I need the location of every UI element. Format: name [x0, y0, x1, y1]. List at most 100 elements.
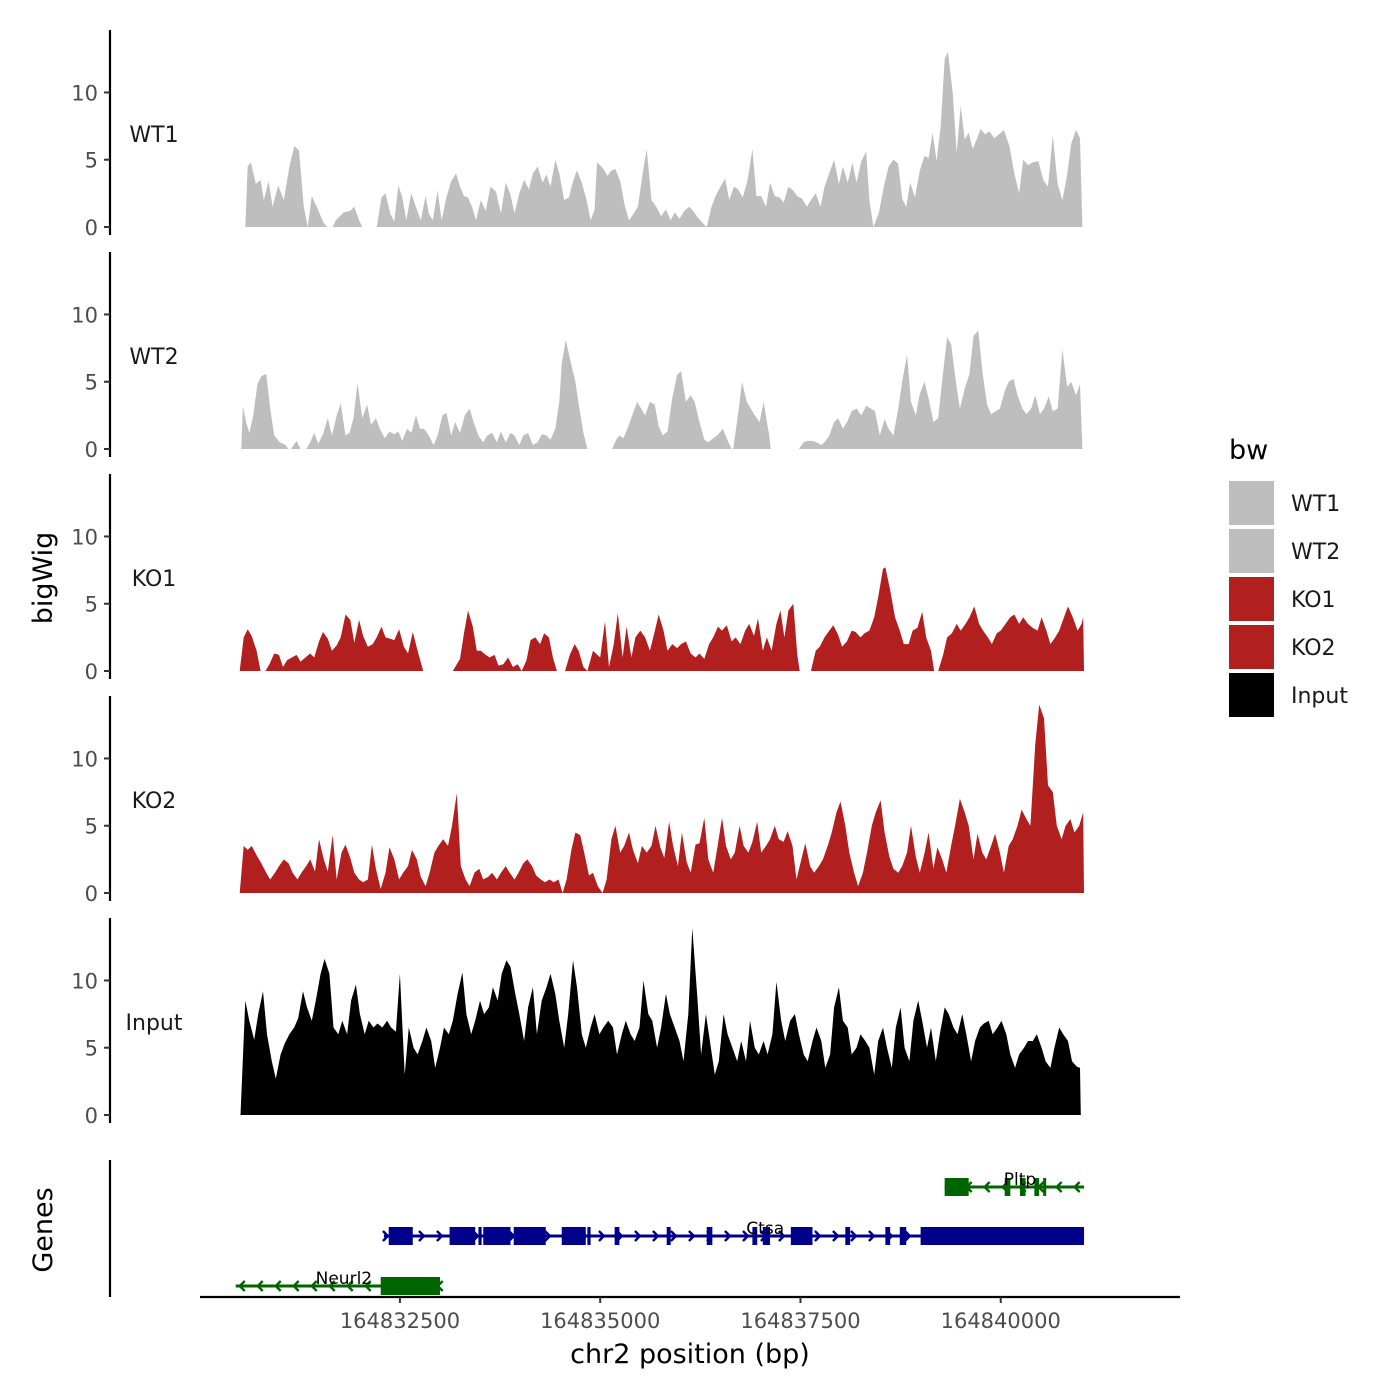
legend-label: Input	[1291, 684, 1348, 709]
gene-ctsa: Ctsa	[382, 1219, 1085, 1245]
y-tick-label: 5	[85, 371, 98, 395]
exon	[561, 1227, 586, 1245]
gene-label: Neurl2	[316, 1269, 372, 1289]
legend: bw WT1 WT2 KO1 KO2 Input	[1229, 435, 1348, 717]
exon	[587, 1227, 591, 1245]
legend-swatch	[1229, 577, 1274, 621]
exon	[790, 1227, 813, 1245]
strand-arrow	[436, 1230, 444, 1242]
strand-arrow	[544, 1230, 552, 1242]
strand-arrow	[688, 1230, 696, 1242]
track-label: KO2	[132, 789, 177, 814]
strand-arrow	[670, 1230, 678, 1242]
strand-arrow	[328, 1280, 336, 1292]
exon	[920, 1227, 1085, 1245]
exon	[380, 1277, 440, 1295]
track-input: 0 5 10 Input	[71, 918, 1081, 1128]
y-tick-label: 0	[85, 438, 98, 462]
legend-swatch	[1229, 481, 1274, 525]
strand-arrow	[310, 1280, 318, 1292]
strand-arrow	[982, 1181, 991, 1193]
x-tick-label: 164835000	[540, 1309, 660, 1333]
y-tick-label: 5	[85, 815, 98, 839]
track-wt2: 0 5 10 WT2	[71, 252, 1083, 462]
strand-arrow	[724, 1230, 732, 1242]
legend-swatch	[1229, 673, 1274, 717]
y-tick-label: 10	[71, 525, 98, 549]
y-tick-label: 0	[85, 1104, 98, 1128]
exon	[1034, 1178, 1040, 1196]
y-tick-label: 5	[85, 149, 98, 173]
legend-label: WT1	[1291, 492, 1340, 517]
gene-pltp: Pltp	[944, 1170, 1085, 1196]
y-tick-label: 5	[85, 593, 98, 617]
strand-arrow	[868, 1230, 876, 1242]
exon	[762, 1227, 771, 1245]
legend-entry-ko1: KO1	[1229, 577, 1336, 621]
exon	[944, 1178, 969, 1196]
exon	[483, 1227, 511, 1245]
gene-neurl2: Neurl2	[235, 1269, 444, 1295]
track-label: Input	[126, 1011, 183, 1036]
exon	[706, 1227, 713, 1245]
genes-panel: Pltp Ctsa Neurl2	[108, 1160, 1085, 1297]
strand-arrow	[238, 1280, 246, 1292]
track-area-wt2	[241, 330, 1083, 449]
track-ko1: 0 5 10 KO1	[71, 474, 1084, 684]
y-tick-label: 5	[85, 1037, 98, 1061]
x-tick-label: 164832500	[340, 1309, 460, 1333]
genes-axis-label: Genes	[28, 1187, 59, 1272]
exon	[899, 1227, 907, 1245]
strand-arrow	[814, 1230, 822, 1242]
track-ko2: 0 5 10 KO2	[71, 696, 1084, 906]
y-tick-label: 10	[71, 747, 98, 771]
exon	[478, 1227, 482, 1245]
strand-arrow	[832, 1230, 840, 1242]
exon	[449, 1227, 476, 1245]
strand-arrow	[346, 1280, 354, 1292]
legend-label: KO1	[1291, 588, 1336, 613]
legend-label: KO2	[1291, 636, 1336, 661]
strand-arrow	[274, 1280, 282, 1292]
legend-entry-wt1: WT1	[1229, 481, 1340, 525]
track-panels: 0 5 10 WT1 0 5 10 WT2 0 5 10 KO1 0 5 10 KO2 0 5 10 Input	[71, 30, 1084, 1128]
exon	[1019, 1178, 1026, 1196]
track-label: KO1	[132, 567, 177, 592]
track-area-input	[240, 928, 1081, 1115]
track-label: WT2	[129, 345, 178, 370]
track-area-ko1	[239, 567, 1084, 671]
y-tick-label: 0	[85, 216, 98, 240]
legend-entry-ko2: KO2	[1229, 625, 1336, 669]
track-area-wt1	[245, 52, 1083, 227]
x-axis-label: chr2 position (bp)	[570, 1339, 810, 1370]
legend-swatch	[1229, 529, 1274, 573]
legend-label: WT2	[1291, 540, 1340, 565]
legend-entry-wt2: WT2	[1229, 529, 1340, 573]
strand-arrow	[850, 1230, 858, 1242]
y-tick-label: 10	[71, 81, 98, 105]
track-area-ko2	[239, 704, 1084, 893]
gene-label: Ctsa	[746, 1219, 784, 1239]
legend-title: bw	[1229, 435, 1268, 466]
strand-arrow	[904, 1230, 912, 1242]
exon	[1004, 1178, 1011, 1196]
exon	[845, 1227, 851, 1245]
track-label: WT1	[129, 123, 178, 148]
exon	[388, 1227, 413, 1245]
exon	[614, 1227, 620, 1245]
strand-arrow	[778, 1230, 786, 1242]
exon	[1043, 1178, 1047, 1196]
y-tick-label: 0	[85, 882, 98, 906]
legend-swatch	[1229, 625, 1274, 669]
strand-arrow	[382, 1230, 390, 1242]
legend-entry-input: Input	[1229, 673, 1348, 717]
x-axis: 164832500 164835000 164837500 164840000	[200, 1295, 1180, 1333]
exon	[752, 1227, 758, 1245]
strand-arrow	[1072, 1181, 1081, 1193]
strand-arrow	[364, 1280, 372, 1292]
y-tick-label: 10	[71, 969, 98, 993]
strand-arrow	[256, 1280, 264, 1292]
strand-arrow	[742, 1230, 750, 1242]
gene-label: Pltp	[1004, 1170, 1036, 1190]
